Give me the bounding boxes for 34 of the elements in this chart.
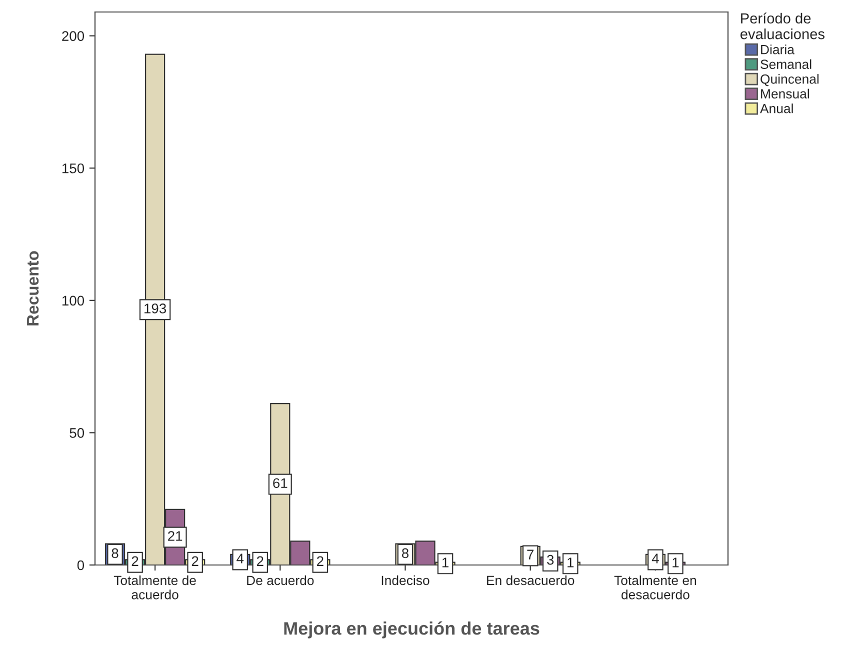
x-tick-label: En desacuerdo — [487, 575, 574, 586]
data-label: 193 — [144, 304, 166, 314]
data-label: 2 — [192, 556, 198, 566]
legend-label: Anual — [760, 104, 793, 114]
data-label: 7 — [527, 550, 534, 560]
data-label: 2 — [256, 556, 264, 566]
data-label: 2 — [132, 556, 138, 566]
y-tick-label: 0 — [77, 560, 84, 570]
legend-label: Semanal — [760, 59, 812, 69]
y-tick-label: 200 — [62, 31, 84, 41]
data-label: 1 — [672, 558, 679, 568]
data-label: 1 — [568, 558, 574, 568]
data-label: 8 — [402, 548, 409, 558]
y-tick-label: 100 — [62, 296, 84, 306]
data-label: 4 — [236, 554, 244, 564]
x-tick-label: Indeciso — [382, 575, 430, 586]
data-label: 61 — [273, 478, 288, 488]
y-tick-label: 150 — [62, 163, 84, 174]
data-label: 3 — [547, 554, 554, 565]
data-label: 21 — [168, 531, 182, 541]
data-label: 1 — [442, 558, 448, 568]
x-tick-label: Totalmente de acuerdo — [114, 575, 196, 600]
legend-title: Período de evaluaciones — [740, 12, 824, 40]
legend-label: Diaria — [761, 44, 794, 54]
y-axis-title: Recuento — [27, 251, 39, 326]
x-tick-label: Totalmente en desacuerdo — [614, 575, 696, 600]
y-tick-label: 50 — [70, 428, 84, 438]
legend-label: Quincenal — [760, 74, 819, 86]
x-tick-label: De acuerdo — [247, 575, 314, 586]
data-label: 4 — [652, 554, 659, 564]
data-label: 2 — [317, 556, 324, 566]
data-label: 8 — [112, 548, 118, 558]
legend-label: Mensual — [761, 88, 809, 98]
x-axis-title: Mejora en ejecución de tareas — [284, 621, 540, 638]
